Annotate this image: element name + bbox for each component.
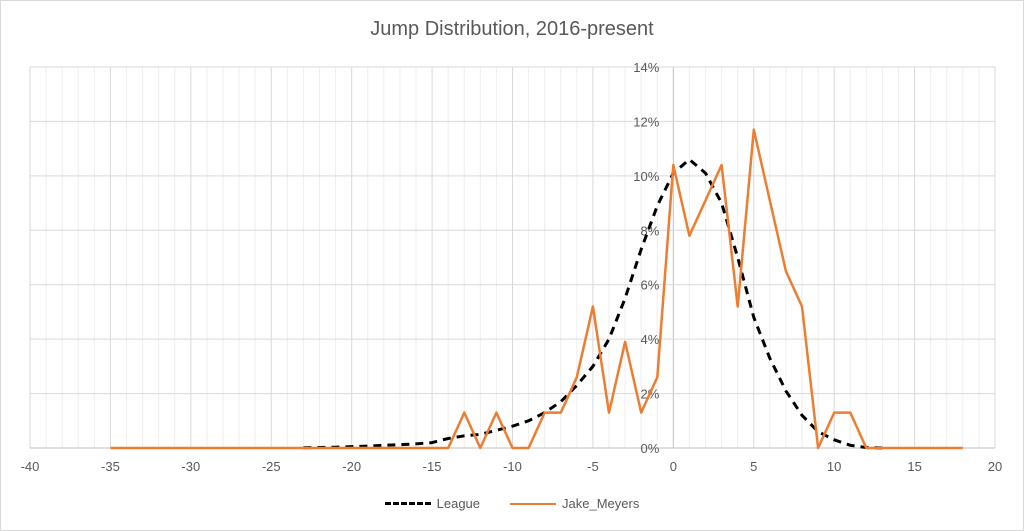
x-tick-label: 10 (827, 459, 841, 474)
y-tick-label: 12% (633, 114, 659, 129)
x-tick-label: -15 (423, 459, 442, 474)
chart-title: Jump Distribution, 2016-present (370, 18, 654, 40)
series-line-league (303, 158, 883, 450)
x-tick-label: -30 (181, 459, 200, 474)
x-tick-label: -20 (342, 459, 361, 474)
y-tick-label: 6% (641, 278, 660, 293)
y-tick-label: 10% (633, 169, 659, 184)
x-tick-label: 5 (750, 459, 757, 474)
x-tick-label: 20 (988, 459, 1002, 474)
x-tick-label: -35 (101, 459, 120, 474)
legend-swatch-jake-meyers (510, 502, 557, 505)
y-tick-label: 0% (641, 441, 660, 456)
legend-label-league: League (436, 496, 481, 511)
legend-item-jake-meyers: Jake_Meyers (510, 496, 639, 511)
legend-swatch-league (384, 502, 431, 505)
x-tick-label: -10 (503, 459, 522, 474)
x-tick-label: -25 (262, 459, 281, 474)
legend: League Jake_Meyers (0, 496, 1024, 511)
legend-label-jake-meyers: Jake_Meyers (562, 496, 640, 511)
x-tick-label: -40 (21, 459, 40, 474)
series-line-jake-meyers (110, 128, 963, 450)
x-tick-label: 0 (670, 459, 677, 474)
legend-item-league: League (384, 496, 481, 511)
y-tick-label: 14% (633, 60, 659, 75)
y-tick-label: 4% (641, 332, 660, 347)
x-tick-label: -5 (587, 459, 599, 474)
x-tick-label: 15 (907, 459, 921, 474)
